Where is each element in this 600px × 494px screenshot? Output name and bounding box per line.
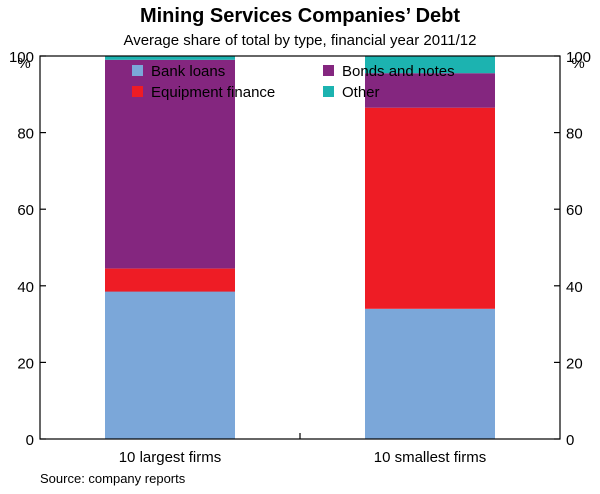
y-tick-label-right-0: 0: [566, 432, 574, 449]
y-tick-label-left-60: 60: [17, 202, 34, 219]
bar-equipment-finance-10-largest-firms: [105, 268, 235, 292]
legend-label-bank-loans: Bank loans: [151, 63, 225, 80]
legend-swatch-bank-loans: [132, 65, 143, 76]
bar-bonds-and-notes-10-largest-firms: [105, 59, 235, 269]
y-tick-label-right-80: 80: [566, 126, 583, 143]
legend-label-equipment-finance: Equipment finance: [151, 84, 275, 101]
legend-swatch-bonds-and-notes: [323, 65, 334, 76]
x-axis-labels: 10 largest firms 10 smallest firms: [119, 449, 487, 466]
bar-bonds-and-notes-10-smallest-firms: [365, 73, 495, 108]
chart-title: Mining Services Companies’ Debt: [140, 5, 460, 27]
legend-swatch-equipment-finance: [132, 86, 143, 97]
bar-bank-loans-10-smallest-firms: [365, 308, 495, 439]
bar-stacks: [105, 56, 495, 439]
y-tick-label-right-60: 60: [566, 202, 583, 219]
source-note: Source: company reports: [40, 471, 186, 486]
legend-label-other: Other: [342, 84, 380, 101]
y-tick-label-left-80: 80: [17, 126, 34, 143]
y-tick-label-left-40: 40: [17, 279, 34, 296]
y-tick-label-right-100: 100: [566, 49, 591, 66]
y-tick-label-left-0: 0: [26, 432, 34, 449]
legend: Bank loans Bonds and notes Equipment finan…: [132, 63, 455, 101]
y-axis-label-right: %: [571, 55, 584, 72]
axis-ticks: 0 0 20 20 40 40 60 60 80 80 100 100: [9, 49, 591, 449]
x-tick-label-10-largest-firms: 10 largest firms: [119, 449, 222, 466]
chart-subtitle: Average share of total by type, financia…: [123, 32, 476, 49]
y-tick-label-right-40: 40: [566, 279, 583, 296]
y-tick-label-left-20: 20: [17, 355, 34, 372]
y-tick-label-right-20: 20: [566, 355, 583, 372]
legend-swatch-other: [323, 86, 334, 97]
bar-other-10-smallest-firms: [365, 56, 495, 74]
legend-label-bonds-and-notes: Bonds and notes: [342, 63, 455, 80]
x-tick-label-10-smallest-firms: 10 smallest firms: [374, 449, 487, 466]
bar-equipment-finance-10-smallest-firms: [365, 107, 495, 309]
bar-bank-loans-10-largest-firms: [105, 291, 235, 439]
y-axis-label-left: %: [17, 55, 30, 72]
y-tick-label-left-100: 100: [9, 49, 34, 66]
bar-other-10-largest-firms: [105, 56, 235, 60]
